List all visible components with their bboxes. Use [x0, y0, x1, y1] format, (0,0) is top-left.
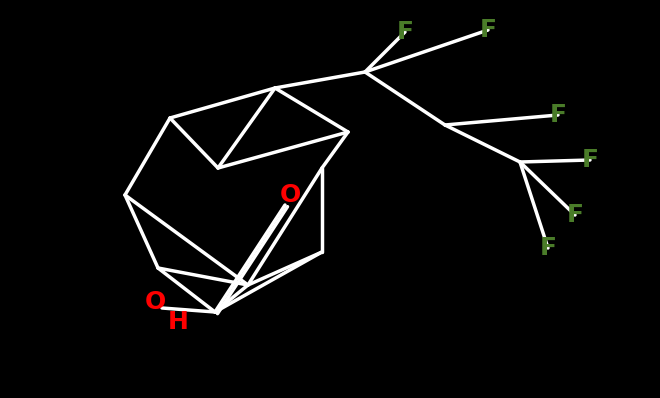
Text: F: F: [397, 20, 414, 44]
Text: F: F: [539, 236, 556, 260]
Text: O: O: [279, 183, 300, 207]
Text: F: F: [581, 148, 599, 172]
Text: F: F: [550, 103, 566, 127]
Text: H: H: [168, 310, 189, 334]
Text: F: F: [480, 18, 496, 42]
Text: O: O: [145, 290, 166, 314]
Text: F: F: [566, 203, 583, 227]
